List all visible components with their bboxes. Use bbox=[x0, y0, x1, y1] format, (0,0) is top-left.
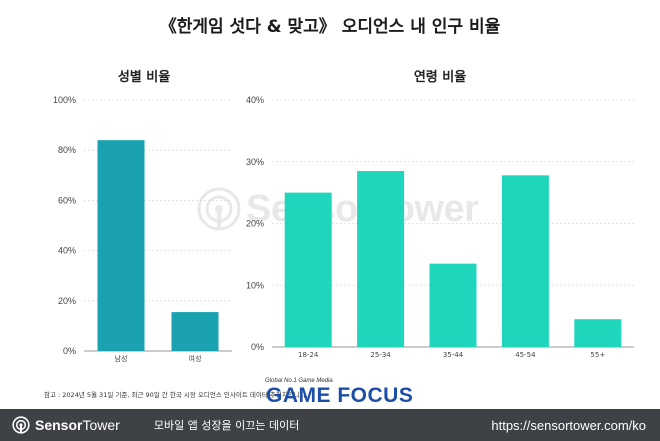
age-category-label: 45-54 bbox=[515, 351, 536, 359]
age-ytick-label: 0% bbox=[251, 342, 264, 352]
gender-ytick-label: 0% bbox=[63, 346, 76, 356]
age-category-label: 18-24 bbox=[298, 351, 319, 359]
footnote: 참고 : 2024년 5월 31일 기준, 최근 90일 간 한국 시장 오디언… bbox=[44, 391, 308, 399]
game-focus-logo: GAME FOCUS bbox=[266, 384, 414, 407]
gender-ytick-label: 40% bbox=[58, 246, 76, 256]
age-bar bbox=[357, 171, 405, 347]
footer-brand-bold: Sensor bbox=[35, 417, 83, 433]
gender-category-label: 여성 bbox=[189, 354, 202, 363]
footer-url-link[interactable]: https://sensortower.com/ko bbox=[491, 417, 646, 433]
gender-ytick-label: 60% bbox=[58, 195, 76, 205]
gender-bar bbox=[171, 312, 219, 351]
age-category-label: 35-44 bbox=[443, 351, 464, 359]
game-focus-tagline: Global No.1 Game Media bbox=[265, 378, 333, 384]
age-ytick-label: 40% bbox=[246, 95, 264, 105]
age-ytick-label: 30% bbox=[246, 157, 264, 167]
age-category-label: 25-34 bbox=[370, 351, 391, 359]
gender-ytick-label: 100% bbox=[53, 95, 76, 105]
age-bar bbox=[284, 192, 332, 347]
age-category-label: 55+ bbox=[590, 351, 605, 359]
age-chart-title: 연령 비율 bbox=[413, 70, 467, 85]
page-title: 《한게임 섯다 & 맞고》 오디언스 내 인구 비율 bbox=[159, 17, 501, 37]
gender-bar bbox=[97, 140, 145, 351]
gender-ytick-label: 20% bbox=[58, 296, 76, 306]
gender-chart-title: 성별 비율 bbox=[117, 70, 171, 85]
gender-ytick-label: 80% bbox=[58, 145, 76, 155]
age-bar bbox=[501, 175, 549, 347]
age-ytick-label: 20% bbox=[246, 219, 264, 229]
age-bar bbox=[429, 263, 477, 347]
footer-bar: SensorTower 모바일 앱 성장을 이끄는 데이터 https://se… bbox=[0, 409, 660, 441]
age-bar bbox=[574, 319, 622, 347]
age-ytick-label: 10% bbox=[246, 280, 264, 290]
footer-brand[interactable]: SensorTower bbox=[12, 416, 120, 434]
footer-tagline: 모바일 앱 성장을 이끄는 데이터 bbox=[153, 419, 300, 432]
gender-category-label: 남성 bbox=[115, 354, 128, 363]
sensor-tower-logo-icon bbox=[12, 416, 30, 434]
footer-brand-rest: Tower bbox=[82, 417, 120, 433]
